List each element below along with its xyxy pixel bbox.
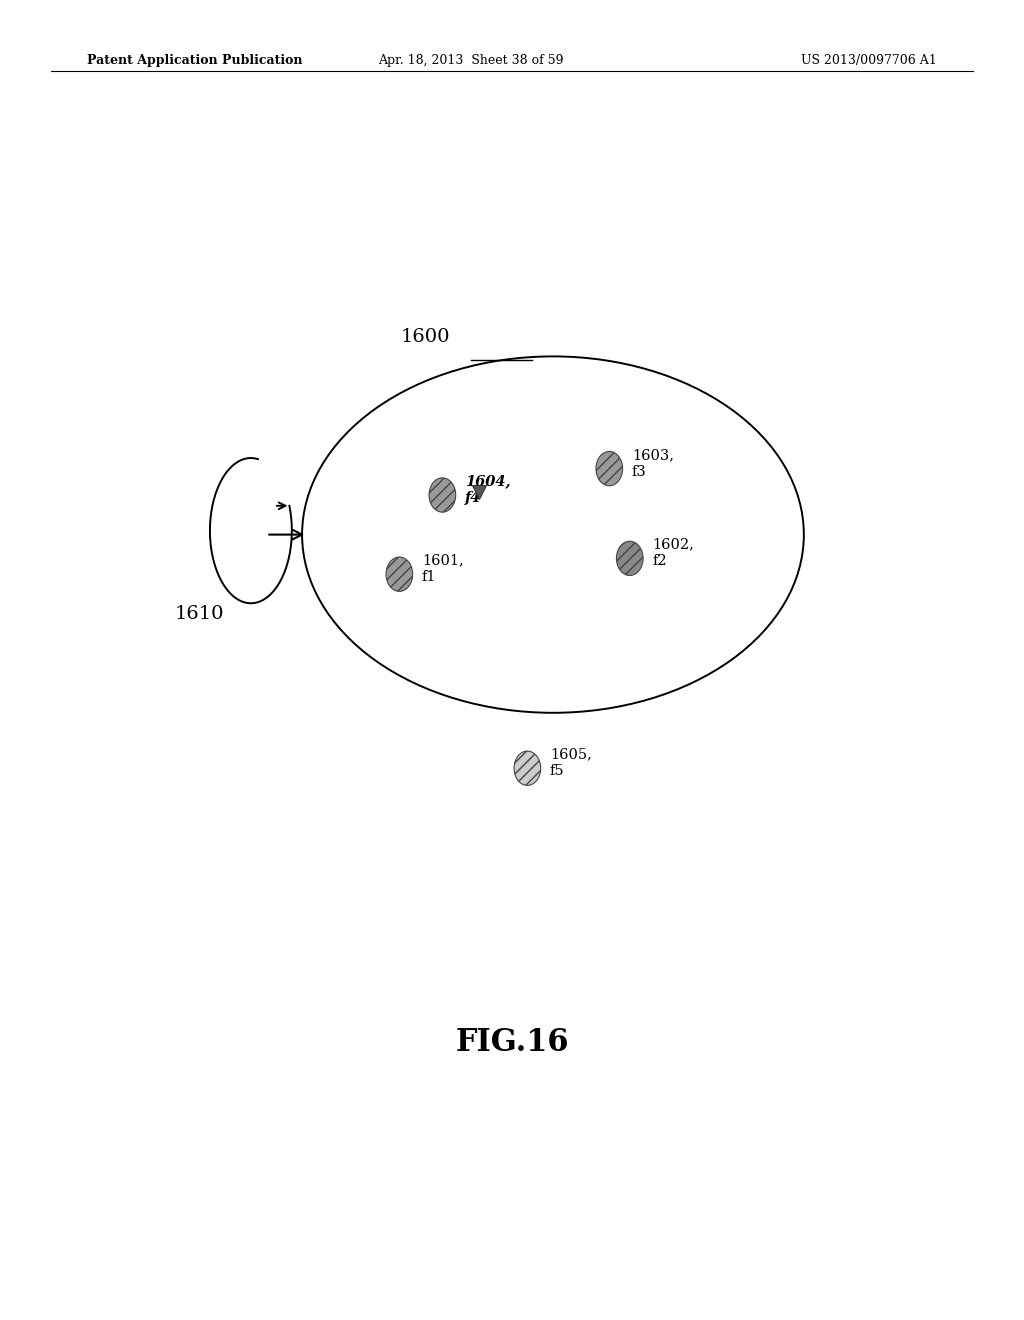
Text: 1610: 1610: [175, 605, 224, 623]
Text: 1600: 1600: [400, 327, 450, 346]
Text: 1605,
f5: 1605, f5: [550, 747, 592, 779]
Point: [471, 482, 487, 503]
Circle shape: [429, 478, 456, 512]
Circle shape: [514, 751, 541, 785]
Text: 1603,
f3: 1603, f3: [632, 447, 674, 479]
Text: US 2013/0097706 A1: US 2013/0097706 A1: [801, 54, 937, 67]
Circle shape: [386, 557, 413, 591]
Text: 1601,
f1: 1601, f1: [422, 553, 464, 585]
Circle shape: [596, 451, 623, 486]
Circle shape: [616, 541, 643, 576]
Text: Apr. 18, 2013  Sheet 38 of 59: Apr. 18, 2013 Sheet 38 of 59: [378, 54, 564, 67]
Text: FIG.16: FIG.16: [456, 1027, 568, 1059]
Text: 1604,
f4: 1604, f4: [465, 474, 511, 506]
Text: Patent Application Publication: Patent Application Publication: [87, 54, 302, 67]
Text: 1602,
f2: 1602, f2: [652, 537, 694, 569]
